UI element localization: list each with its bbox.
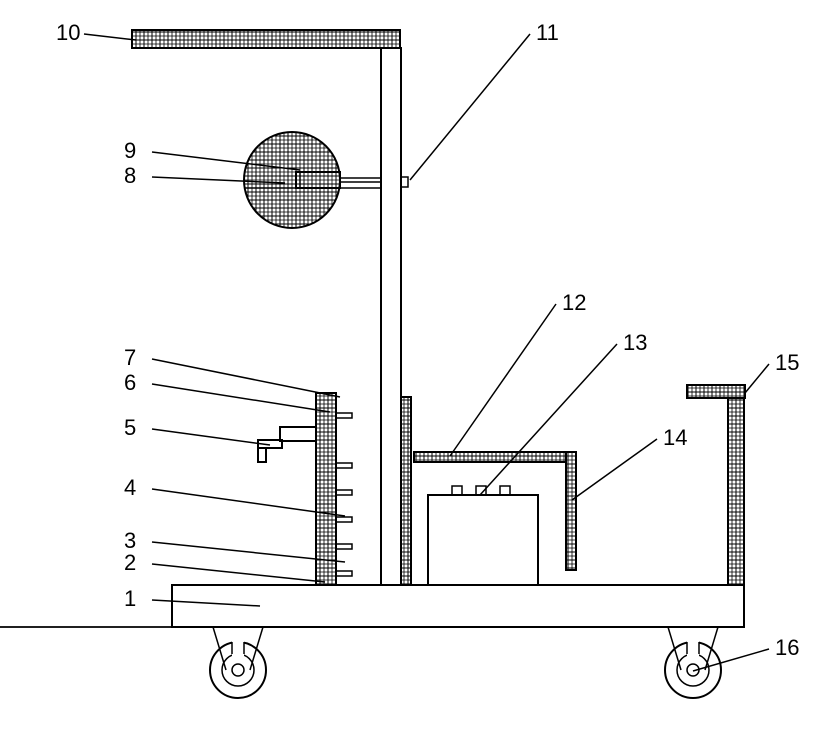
label-2: 2 bbox=[124, 550, 136, 575]
technical-drawing bbox=[0, 30, 745, 698]
label-15: 15 bbox=[775, 350, 799, 375]
label-8: 8 bbox=[124, 163, 136, 188]
label-7: 7 bbox=[124, 345, 136, 370]
label-3: 3 bbox=[124, 528, 136, 553]
label-5: 5 bbox=[124, 415, 136, 440]
label-14: 14 bbox=[663, 425, 687, 450]
label-13: 13 bbox=[623, 330, 647, 355]
label-12: 12 bbox=[562, 290, 586, 315]
label-11: 11 bbox=[536, 20, 559, 45]
label-9: 9 bbox=[124, 138, 136, 163]
label-1: 1 bbox=[124, 586, 136, 611]
label-16: 16 bbox=[775, 635, 799, 660]
label-10: 10 bbox=[56, 20, 80, 45]
label-4: 4 bbox=[124, 475, 136, 500]
label-6: 6 bbox=[124, 370, 136, 395]
